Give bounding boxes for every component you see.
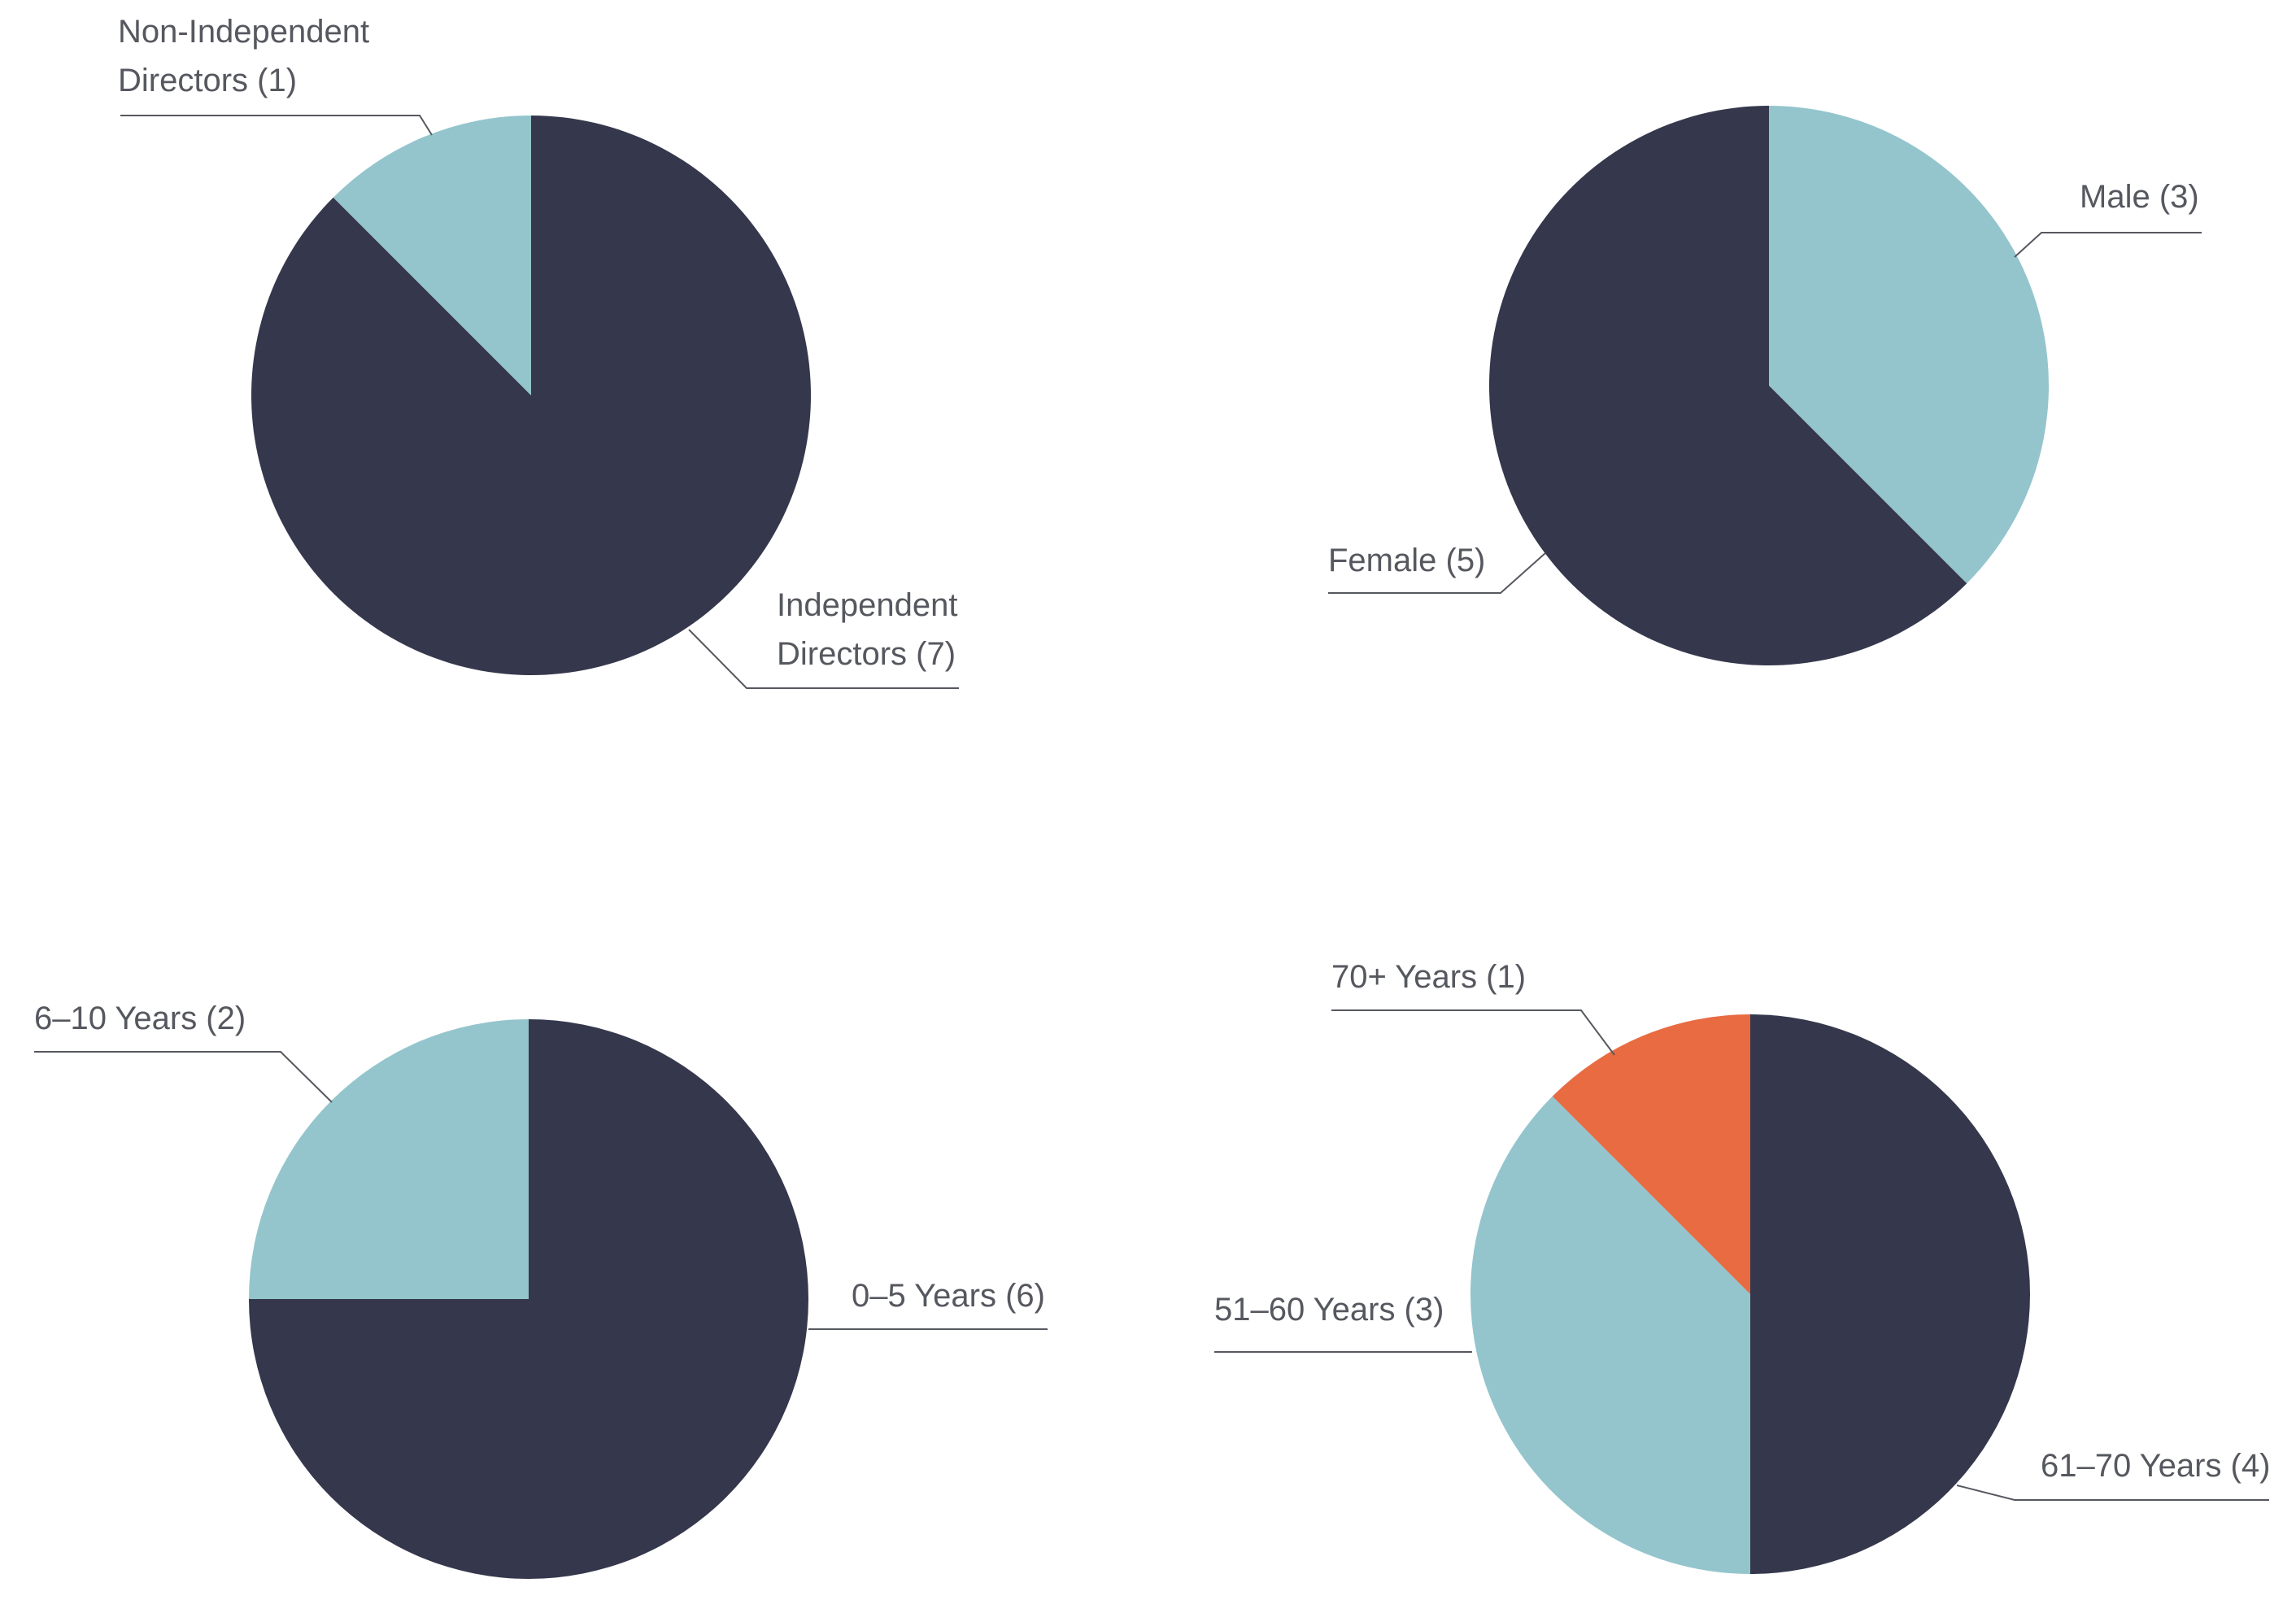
slice-label-non-independent-directors-1-line-1: Non-Independent [118,14,369,50]
slice-independent-directors-7 [251,116,812,676]
pie-chart-4: 61–70 Years (4) 51–60 Years (3) 70+ Years … [1214,959,2270,1574]
leader-line-non-independent-directors-1 [120,115,433,136]
pie-chart-3: 0–5 Years (6) 6–10 Years (2) [34,1001,1048,1579]
slice-label-independent-directors-7-line-2: Directors (7) [777,636,956,672]
slice-non-independent-directors-1 [333,116,531,395]
slice-male-3 [1769,106,2049,584]
slice-61-70-years-4 [1750,1014,2030,1574]
leader-line-70-years-1 [1331,1009,1615,1056]
leader-line-6-10-years-2 [34,1051,333,1103]
slice-label-70-years-1: 70+ Years (1) [1331,959,1526,995]
slice-70-years-1 [1552,1014,1750,1294]
slice-label-independent-directors-7-line-1: Independent [777,587,957,623]
slice-label-61-70-years-4: 61–70 Years (4) [2041,1448,2270,1484]
slice-female-5 [1488,106,1967,666]
pie-chart-2: Male (3) Female (5) [1328,106,2202,666]
slice-label-51-60-years-3: 51–60 Years (3) [1214,1292,1444,1328]
leader-line-independent-directors-7 [688,629,959,689]
leader-line-female-5 [1328,552,1546,594]
slice-label-female-5: Female (5) [1328,543,1485,578]
slice-label-6-10-years-2: 6–10 Years (2) [34,1001,246,1036]
slice-51-60-years-3 [1470,1096,1750,1574]
slice-label-0-5-years-6: 0–5 Years (6) [852,1278,1045,1314]
slice-label-male-3: Male (3) [2080,179,2199,215]
slice-6-10-years-2 [249,1019,529,1299]
leader-line-61-70-years-4 [1956,1485,2269,1501]
leader-line-male-3 [2014,232,2202,258]
slice-label-non-independent-directors-1-line-2: Directors (1) [118,63,297,98]
pie-chart-1: Independent Directors (7) Non-Independent D… [118,14,959,689]
